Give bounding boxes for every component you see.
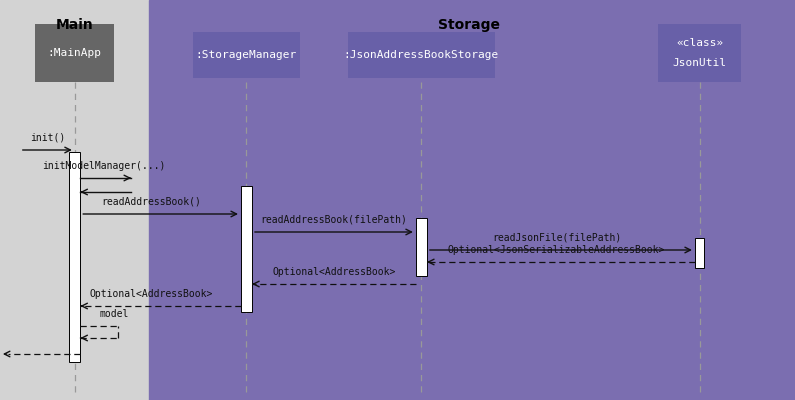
Bar: [348, 32, 494, 78]
Text: Storage: Storage: [438, 18, 500, 32]
Bar: [657, 24, 741, 82]
Bar: [69, 152, 80, 362]
Bar: [149, 0, 795, 400]
Text: readJsonFile(filePath): readJsonFile(filePath): [492, 233, 621, 243]
Text: JsonUtil: JsonUtil: [673, 58, 727, 68]
Bar: [695, 238, 704, 268]
Bar: [192, 32, 301, 78]
Text: readAddressBook(): readAddressBook(): [101, 197, 201, 207]
Text: init(): init(): [30, 133, 65, 143]
Bar: [241, 186, 252, 312]
Text: :StorageManager: :StorageManager: [196, 50, 297, 60]
Text: Optional<JsonSerializableAddressBook>: Optional<JsonSerializableAddressBook>: [448, 245, 665, 255]
Text: Optional<AddressBook>: Optional<AddressBook>: [89, 289, 213, 299]
Text: :JsonAddressBookStorage: :JsonAddressBookStorage: [343, 50, 499, 60]
Text: Main: Main: [56, 18, 94, 32]
Text: Optional<AddressBook>: Optional<AddressBook>: [272, 267, 396, 277]
Text: model: model: [99, 309, 129, 319]
Text: :MainApp: :MainApp: [48, 48, 102, 58]
Text: initModelManager(...): initModelManager(...): [41, 161, 165, 171]
Bar: [0, 0, 149, 400]
Bar: [416, 218, 427, 276]
Text: «class»: «class»: [676, 38, 723, 48]
Text: readAddressBook(filePath): readAddressBook(filePath): [261, 215, 407, 225]
Bar: [35, 24, 114, 82]
